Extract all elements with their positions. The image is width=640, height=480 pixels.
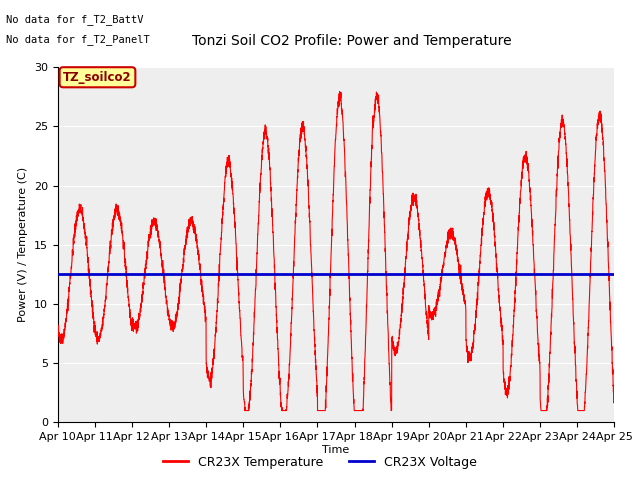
Text: No data for f_T2_BattV: No data for f_T2_BattV bbox=[6, 14, 144, 25]
Text: Tonzi Soil CO2 Profile: Power and Temperature: Tonzi Soil CO2 Profile: Power and Temper… bbox=[192, 34, 512, 48]
Text: TZ_soilco2: TZ_soilco2 bbox=[63, 71, 132, 84]
Y-axis label: Power (V) / Temperature (C): Power (V) / Temperature (C) bbox=[18, 167, 28, 323]
Legend: CR23X Temperature, CR23X Voltage: CR23X Temperature, CR23X Voltage bbox=[159, 451, 481, 474]
Text: No data for f_T2_PanelT: No data for f_T2_PanelT bbox=[6, 34, 150, 45]
X-axis label: Time: Time bbox=[323, 445, 349, 455]
